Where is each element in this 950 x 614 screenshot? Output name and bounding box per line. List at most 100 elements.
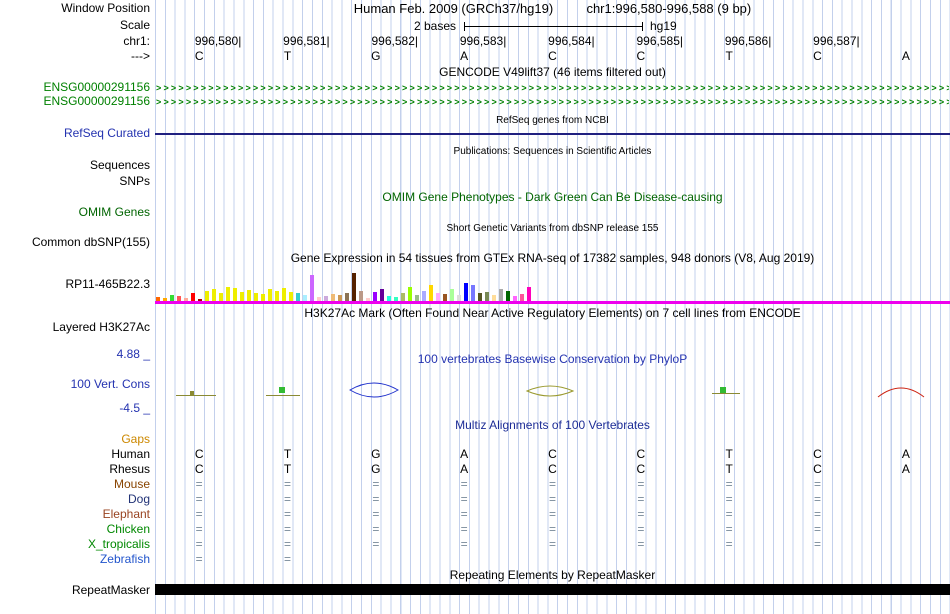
multiz-species-x_tropicalis[interactable]: X_tropicalis: [87, 537, 150, 551]
window-position-line: Human Feb. 2009 (GRCh37/hg19) chr1:996,5…: [155, 2, 950, 15]
gtex-expression-bar[interactable]: [499, 289, 503, 301]
gtex-expression-bar[interactable]: [338, 295, 342, 301]
gtex-expression-bar[interactable]: [415, 295, 419, 301]
multiz-species-chicken[interactable]: Chicken: [106, 522, 150, 536]
gtex-expression-bar[interactable]: [219, 293, 223, 301]
gtex-expression-bar[interactable]: [317, 297, 321, 301]
window-position-label: Window Position: [61, 1, 150, 15]
gtex-expression-bar[interactable]: [352, 273, 356, 301]
sequences-track-label[interactable]: Sequences: [89, 158, 150, 172]
dbsnp-track-title: Short Genetic Variants from dbSNP releas…: [446, 223, 659, 234]
gtex-expression-bar[interactable]: [324, 296, 328, 301]
reference-base: A: [901, 49, 910, 63]
repeatmasker-dense-item[interactable]: [155, 584, 950, 595]
gtex-expression-bar[interactable]: [366, 298, 370, 301]
multiz-species-rhesus[interactable]: Rhesus: [109, 462, 150, 476]
alignment-cell: =: [725, 522, 733, 536]
alignment-cell: =: [460, 522, 468, 536]
gtex-expression-bar[interactable]: [359, 291, 363, 301]
gtex-expression-bar[interactable]: [429, 285, 433, 301]
alignment-cell: C: [548, 447, 557, 461]
multiz-species-elephant[interactable]: Elephant: [102, 507, 150, 521]
multiz-species-mouse[interactable]: Mouse: [113, 477, 150, 491]
gtex-expression-bar[interactable]: [450, 289, 454, 301]
gtex-expression-bar[interactable]: [310, 275, 314, 301]
refseq-dense-item[interactable]: [155, 133, 950, 135]
gencode-gene-arrows[interactable]: >>>>>>>>>>>>>>>>>>>>>>>>>>>>>>>>>>>>>>>>…: [156, 97, 949, 107]
gtex-expression-bar[interactable]: [436, 293, 440, 301]
gtex-expression-bar[interactable]: [331, 294, 335, 301]
multiz-species-human[interactable]: Human: [111, 447, 150, 461]
alignment-cell: =: [195, 537, 203, 551]
conservation-track-label[interactable]: 100 Vert. Cons: [70, 377, 150, 391]
gencode-gene-label[interactable]: ENSG00000291156: [43, 80, 150, 94]
gtex-expression-bar[interactable]: [464, 283, 468, 301]
alignment-cell: =: [813, 522, 821, 536]
gtex-expression-bar[interactable]: [198, 299, 202, 301]
gtex-expression-bar[interactable]: [527, 287, 531, 301]
gtex-expression-bar[interactable]: [282, 288, 286, 301]
gtex-expression-bar[interactable]: [247, 290, 251, 301]
gtex-expression-bar[interactable]: [170, 295, 174, 301]
gtex-expression-bar[interactable]: [303, 295, 307, 301]
gtex-expression-bar[interactable]: [520, 294, 524, 301]
gtex-expression-bar[interactable]: [156, 297, 160, 301]
gtex-expression-bar[interactable]: [422, 291, 426, 301]
gtex-expression-bar[interactable]: [240, 292, 244, 301]
alignment-cell: =: [637, 522, 645, 536]
gtex-expression-bar[interactable]: [380, 289, 384, 301]
gtex-expression-bar[interactable]: [394, 297, 398, 301]
gtex-expression-bar[interactable]: [191, 293, 195, 301]
repeatmasker-track-label[interactable]: RepeatMasker: [71, 583, 150, 597]
gtex-expression-bar[interactable]: [184, 298, 188, 301]
gtex-expression-bar[interactable]: [373, 292, 377, 301]
gencode-gene-arrows[interactable]: >>>>>>>>>>>>>>>>>>>>>>>>>>>>>>>>>>>>>>>>…: [156, 83, 949, 93]
gtex-expression-bar[interactable]: [275, 291, 279, 301]
multiz-species-zebrafish[interactable]: Zebrafish: [99, 552, 150, 566]
publications-track-title: Publications: Sequences in Scientific Ar…: [453, 146, 652, 157]
gtex-expression-bar[interactable]: [296, 293, 300, 301]
gtex-expression-bar[interactable]: [457, 295, 461, 301]
gtex-gene-label[interactable]: RP11-465B22.3: [65, 277, 150, 291]
gtex-expression-bar[interactable]: [205, 291, 209, 301]
gtex-gene-model-line[interactable]: [155, 301, 950, 304]
gtex-expression-bar[interactable]: [345, 293, 349, 301]
multiz-species-dog[interactable]: Dog: [127, 492, 150, 506]
gtex-expression-bar[interactable]: [513, 296, 517, 301]
ruler-position-label: 996,584|: [548, 34, 595, 48]
gtex-expression-bar[interactable]: [471, 285, 475, 301]
gtex-expression-bar[interactable]: [478, 293, 482, 301]
alignment-cell: =: [725, 507, 733, 521]
gtex-expression-bar[interactable]: [401, 293, 405, 301]
gtex-expression-bar[interactable]: [233, 288, 237, 301]
multiz-species-gaps[interactable]: Gaps: [121, 432, 150, 446]
gtex-expression-bar[interactable]: [226, 287, 230, 301]
reference-base: G: [371, 49, 381, 63]
gtex-expression-bar[interactable]: [261, 294, 265, 301]
h3k27ac-track-label[interactable]: Layered H3K27Ac: [52, 320, 150, 334]
alignment-cell: G: [371, 447, 381, 461]
gtex-expression-bar[interactable]: [268, 289, 272, 301]
repeatmasker-track-title: Repeating Elements by RepeatMasker: [449, 568, 656, 582]
refseq-track-label[interactable]: RefSeq Curated: [63, 126, 150, 140]
gtex-expression-bar[interactable]: [289, 292, 293, 301]
alignment-cell: =: [548, 537, 556, 551]
gtex-expression-bar[interactable]: [254, 293, 258, 301]
alignment-cell: C: [548, 462, 557, 476]
scale-assembly: hg19: [650, 19, 677, 33]
gencode-gene-label[interactable]: ENSG00000291156: [43, 94, 150, 108]
gtex-expression-bar[interactable]: [177, 296, 181, 301]
dbsnp-track-label[interactable]: Common dbSNP(155): [31, 235, 150, 249]
gtex-expression-bar[interactable]: [485, 292, 489, 301]
snps-track-label[interactable]: SNPs: [119, 174, 150, 188]
gtex-expression-bar[interactable]: [387, 296, 391, 301]
gtex-expression-bar[interactable]: [492, 295, 496, 301]
gtex-expression-bar[interactable]: [212, 289, 216, 301]
gtex-expression-bar[interactable]: [163, 298, 167, 301]
gtex-expression-bar[interactable]: [506, 291, 510, 301]
gtex-expression-bar[interactable]: [408, 287, 412, 301]
gtex-expression-bar[interactable]: [443, 294, 447, 301]
conservation-glyph: [525, 385, 575, 397]
omim-track-label[interactable]: OMIM Genes: [78, 205, 150, 219]
alignment-cell: =: [637, 507, 645, 521]
